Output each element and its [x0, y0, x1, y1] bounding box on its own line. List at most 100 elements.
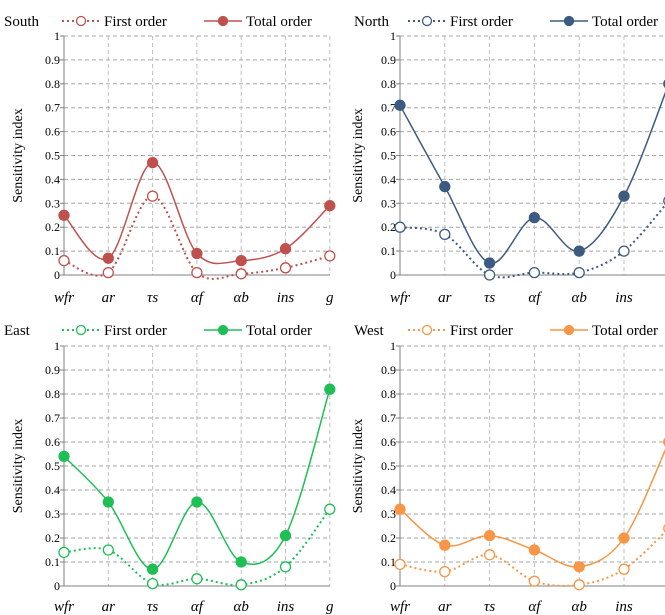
legend-label: First order [450, 323, 513, 339]
x-tick-label: ar [438, 290, 452, 306]
data-point-total-order [102, 496, 114, 508]
y-tick-label: 0.2 [45, 220, 60, 234]
x-tick-label: αf [191, 599, 205, 615]
x-tick-label: g [326, 599, 334, 615]
x-tick-label: αb [234, 599, 250, 615]
panel-title: East [4, 323, 31, 339]
y-tick-label: 0.9 [381, 363, 396, 377]
legend-label: First order [104, 14, 167, 30]
y-tick-label: 0.1 [45, 244, 60, 258]
data-point-total-order [235, 255, 247, 267]
x-tick-label: ar [438, 599, 452, 615]
y-tick-label: 0 [390, 579, 396, 593]
y-tick-label: 0.4 [381, 483, 396, 497]
y-tick-label: 1 [390, 29, 396, 43]
data-point-first-order [235, 268, 247, 280]
data-point-first-order [573, 579, 585, 591]
legend-marker [421, 15, 433, 27]
y-axis-label: Sensitivity index [11, 419, 26, 514]
y-tick-label: 0.7 [45, 411, 60, 425]
y-tick-label: 0.8 [381, 387, 396, 401]
data-point-first-order [102, 266, 114, 279]
y-tick-label: 0.3 [381, 196, 396, 210]
y-tick-label: 0.3 [381, 507, 396, 521]
legend-marker [563, 15, 575, 27]
data-point-first-order [146, 577, 159, 590]
y-tick-label: 0.3 [45, 507, 60, 521]
y-axis-label: Sensitivity index [351, 419, 366, 514]
data-point-total-order [483, 257, 496, 269]
y-tick-label: 0.8 [45, 77, 60, 91]
data-point-total-order [235, 556, 247, 568]
data-point-first-order [439, 565, 451, 578]
y-tick-label: 0.1 [45, 555, 60, 569]
data-point-total-order [573, 245, 585, 257]
data-point-first-order [483, 269, 496, 281]
data-point-first-order [146, 190, 159, 202]
panel-title: North [354, 14, 389, 30]
chart-panel-north: 0 0.1 0.2 0.3 0.4 0.5 0.6 0.7 0.8 0.9 1 wfr ar τs αf αb… [351, 14, 665, 306]
x-tick-label: αb [572, 599, 588, 615]
chart-panel-south: 0 0.1 0.2 0.3 0.4 0.5 0.6 0.7 0.8 0.9 1 wfr ar τs αf αb… [4, 14, 336, 306]
data-point-first-order [58, 255, 70, 267]
chart-panel-west: 0 0.1 0.2 0.3 0.4 0.5 0.6 0.7 0.8 0.9 1 wfr ar τs αf αb… [351, 323, 665, 615]
legend-label: Total order [246, 323, 312, 339]
x-tick-label: αb [572, 290, 588, 306]
y-tick-label: 0.1 [381, 244, 396, 258]
data-point-total-order [324, 383, 336, 395]
x-tick-label: τs [147, 599, 158, 615]
data-point-total-order [394, 99, 406, 111]
y-tick-label: 0.9 [45, 53, 60, 67]
y-tick-label: 0.6 [45, 125, 60, 139]
data-point-total-order [618, 190, 630, 202]
y-tick-label: 0.6 [381, 435, 396, 449]
data-point-total-order [573, 561, 585, 573]
panel-title: West [354, 323, 384, 339]
data-point-total-order [191, 247, 203, 260]
data-point-first-order [528, 575, 541, 587]
data-point-first-order [324, 250, 336, 262]
chart-panel-east: 0 0.1 0.2 0.3 0.4 0.5 0.6 0.7 0.8 0.9 1 wfr ar τs αf αb… [4, 323, 336, 615]
data-point-total-order [618, 532, 630, 544]
y-tick-label: 1 [54, 29, 60, 43]
y-tick-label: 0.9 [381, 53, 396, 67]
y-tick-label: 0.6 [381, 125, 396, 139]
data-point-first-order [191, 266, 203, 279]
legend-marker [75, 15, 87, 27]
data-point-total-order [146, 563, 159, 575]
data-point-first-order [394, 221, 406, 233]
legend-marker [75, 324, 87, 336]
x-tick-label: τs [484, 599, 495, 615]
x-tick-label: ins [615, 599, 633, 615]
data-point-total-order [58, 450, 70, 463]
x-tick-label: αf [191, 290, 205, 306]
y-tick-label: 0.4 [381, 172, 396, 186]
data-point-total-order [146, 157, 159, 169]
x-tick-label: ar [102, 599, 116, 615]
x-tick-label: wfr [390, 290, 410, 306]
x-tick-label: g [326, 290, 334, 306]
data-point-first-order [573, 266, 585, 279]
x-tick-label: wfr [390, 599, 410, 615]
series-line-first-order [63, 195, 331, 280]
data-point-total-order [394, 503, 406, 515]
y-tick-label: 0.5 [45, 149, 60, 163]
data-point-total-order [102, 252, 114, 264]
x-tick-label: ins [277, 599, 295, 615]
y-tick-label: 1 [54, 339, 60, 353]
data-point-first-order [102, 544, 114, 556]
x-tick-label: τs [484, 290, 495, 306]
y-tick-label: 0.2 [45, 531, 60, 545]
legend-label: First order [104, 323, 167, 339]
y-tick-label: 0.2 [381, 531, 396, 545]
y-tick-label: 0.9 [45, 363, 60, 377]
data-point-total-order [528, 211, 541, 224]
data-point-first-order [279, 262, 292, 274]
legend-label: Total order [592, 323, 658, 339]
y-tick-label: 0.5 [381, 149, 396, 163]
y-tick-label: 0.8 [45, 387, 60, 401]
y-tick-label: 1 [390, 339, 396, 353]
y-axis-label: Sensitivity index [11, 108, 26, 203]
y-tick-label: 0.7 [381, 101, 396, 115]
